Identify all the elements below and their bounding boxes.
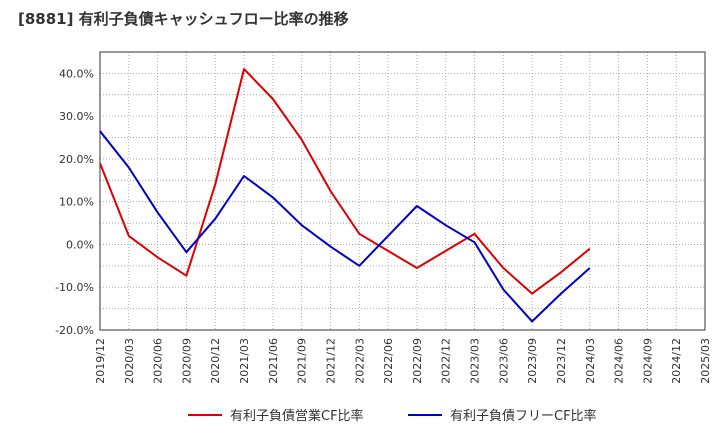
y-tick-label: 0.0% [66,238,94,251]
y-tick-label: -20.0% [55,324,94,337]
x-tick-label: 2022/09 [411,338,424,384]
x-tick-label: 2025/03 [699,338,712,384]
plot-frame [99,51,706,331]
x-tick-label: 2021/09 [296,338,309,384]
x-tick-label: 2019/12 [94,338,107,384]
x-tick-label: 2023/03 [469,338,482,384]
x-tick-label: 2021/03 [238,338,251,384]
legend: 有利子負債営業CF比率 有利子負債フリーCF比率 [0,405,720,429]
legend-swatch-free-cf [408,413,442,416]
x-tick-label: 2024/09 [641,338,654,384]
x-tick-label: 2022/06 [382,338,395,384]
x-tick-label: 2023/12 [555,338,568,384]
y-tick-label: 20.0% [59,153,94,166]
legend-item-operating-cf: 有利子負債営業CF比率 [188,405,364,424]
x-tick-label: 2022/03 [353,338,366,384]
legend-label-free-cf: 有利子負債フリーCF比率 [450,409,597,424]
x-tick-label: 2024/06 [613,338,626,384]
legend-item-free-cf: 有利子負債フリーCF比率 [408,405,597,424]
x-tick-label: 2020/09 [180,338,193,384]
y-tick-label: 10.0% [59,196,94,209]
x-tick-label: 2022/12 [440,338,453,384]
grid-lines [99,51,706,331]
series-line-operating-cf [99,68,591,295]
y-tick-labels: -20.0% -10.0% 0.0% 10.0% 20.0% 30.0% 40.0% [55,67,94,337]
series-lines [99,68,591,323]
series-line-free-cf [99,130,591,323]
x-tick-label: 2023/06 [497,338,510,384]
x-tick-label: 2021/06 [267,338,280,384]
x-tick-label: 2020/03 [123,338,136,384]
x-tick-label: 2024/03 [584,338,597,384]
x-tick-labels: 2019/12 2020/03 2020/06 2020/09 2020/12 2021/… [94,338,712,384]
x-tick-label: 2020/06 [152,338,165,384]
x-tick-label: 2023/09 [526,338,539,384]
x-tick-label: 2021/12 [324,338,337,384]
y-tick-label: -10.0% [55,281,94,294]
y-tick-label: 40.0% [59,67,94,80]
chart-title: [8881] 有利子負債キャッシュフロー比率の推移 [18,10,349,28]
legend-label-operating-cf: 有利子負債営業CF比率 [230,409,364,424]
legend-swatch-operating-cf [188,413,222,416]
axes [99,51,706,331]
x-tick-label: 2020/12 [209,338,222,384]
y-tick-label: 30.0% [59,110,94,123]
x-tick-label: 2024/12 [670,338,683,384]
